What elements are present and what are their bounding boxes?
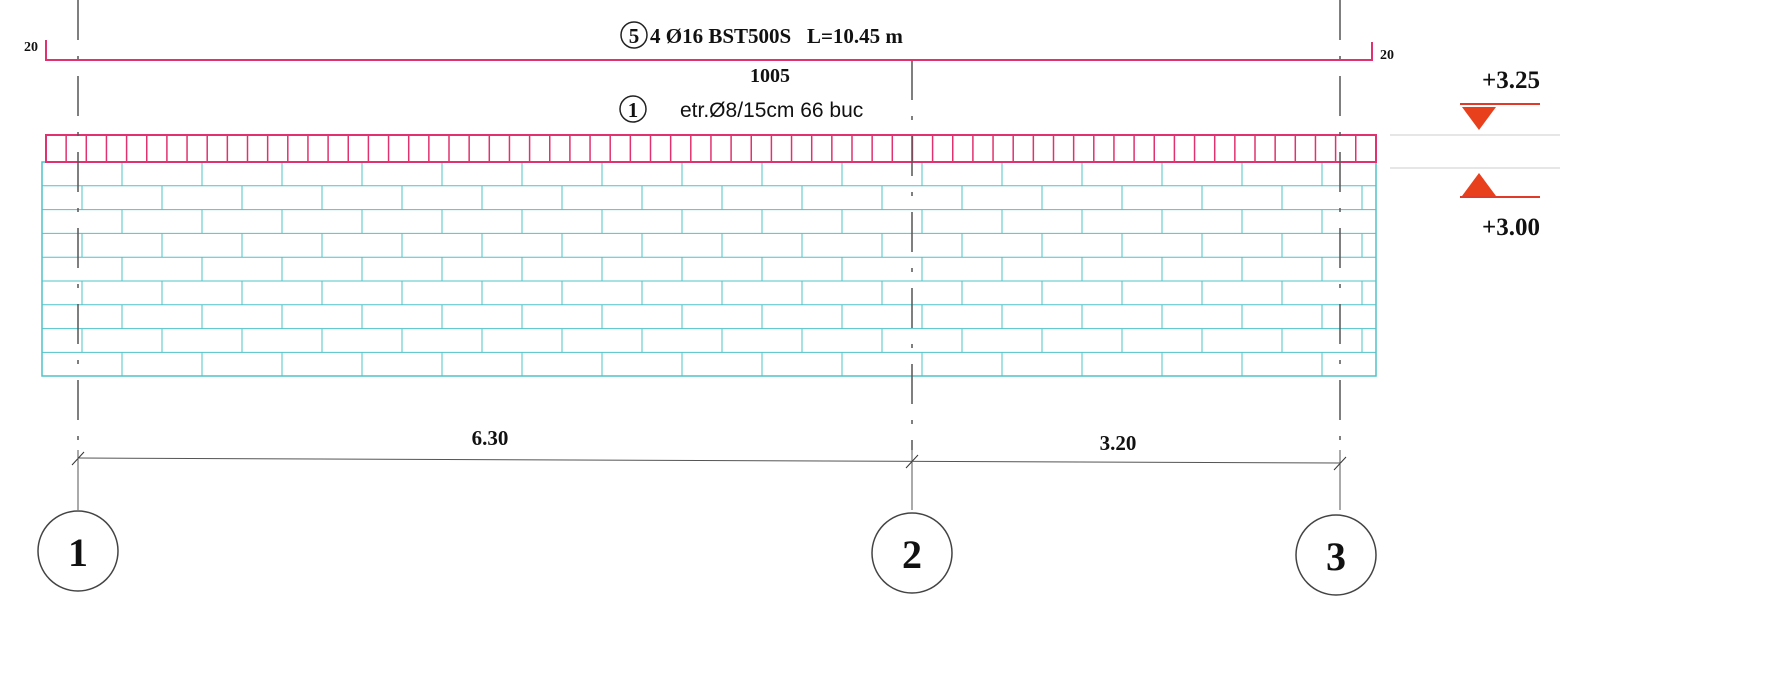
level-top: +3.25 — [1482, 67, 1540, 94]
mark-circle — [620, 21, 648, 49]
dimension-line — [77, 457, 1341, 464]
bar-mark: 5 — [629, 24, 640, 48]
axis-label: 3 — [1326, 534, 1346, 579]
span-length: 6.30 — [472, 426, 509, 450]
axis-label: 1 — [68, 530, 88, 575]
bar-length: 1005 — [750, 65, 790, 87]
axis-bubble — [871, 512, 953, 594]
hook-length: 20 — [24, 40, 38, 55]
bar-label: 4 Ø16 BST500S L=10.45 m — [650, 24, 903, 48]
masonry-wall — [42, 162, 1376, 376]
level-bottom: +3.00 — [1482, 214, 1540, 241]
level-marker — [1462, 173, 1496, 196]
stirrups — [45, 134, 1377, 163]
hook-length: 20 — [1380, 48, 1394, 63]
stirrup-mark: 1 — [628, 98, 639, 122]
mark-circle — [619, 95, 647, 123]
axis-label: 2 — [902, 532, 922, 577]
level-marker — [1462, 107, 1496, 130]
stirrup-label: etr.Ø8/15cm 66 buc — [680, 99, 863, 122]
top-rebar — [45, 40, 1373, 61]
span-length: 3.20 — [1100, 431, 1137, 455]
axis-bubble — [37, 510, 119, 592]
axis-bubble — [1295, 514, 1377, 596]
